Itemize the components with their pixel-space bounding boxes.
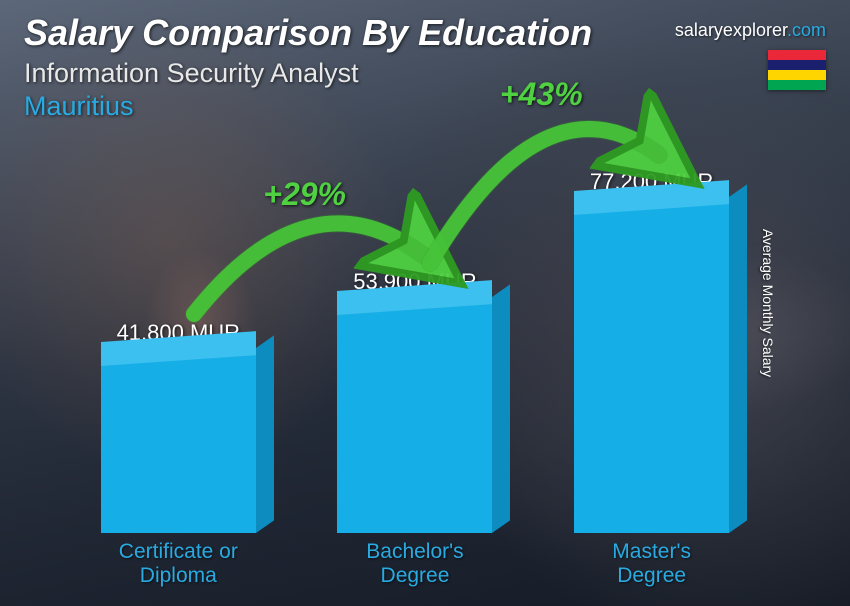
mauritius-flag-icon [768,50,826,90]
brand-suffix: .com [787,20,826,40]
flag-stripe [768,80,826,90]
bar-side [492,284,510,533]
bar-chart: 41,800 MUR53,900 MUR77,200 MUR Certifica… [60,150,770,588]
chart-subtitle: Information Security Analyst [24,58,826,89]
bar-wrap: 41,800 MUR [61,320,295,533]
bar-side [256,335,274,533]
bars-container: 41,800 MUR53,900 MUR77,200 MUR [60,150,770,533]
bar-wrap: 77,200 MUR [534,169,768,533]
chart-region: Mauritius [24,91,826,122]
labels-container: Certificate orDiplomaBachelor'sDegreeMas… [60,540,770,588]
bar-wrap: 53,900 MUR [298,269,532,533]
bar-category-label: Bachelor'sDegree [298,540,532,588]
bar [574,203,729,533]
increase-percent-label: +43% [500,76,583,113]
bar [101,354,256,533]
brand-name: salaryexplorer [675,20,787,40]
bar-category-label: Master'sDegree [534,540,768,588]
bar-front [337,303,492,533]
bar [337,303,492,533]
flag-stripe [768,70,826,80]
brand-watermark: salaryexplorer.com [675,20,826,41]
bar-front [101,354,256,533]
increase-percent-label: +29% [263,176,346,213]
flag-stripe [768,50,826,60]
bar-side [729,184,747,533]
flag-stripe [768,60,826,70]
bar-front [574,203,729,533]
bar-category-label: Certificate orDiploma [61,540,295,588]
